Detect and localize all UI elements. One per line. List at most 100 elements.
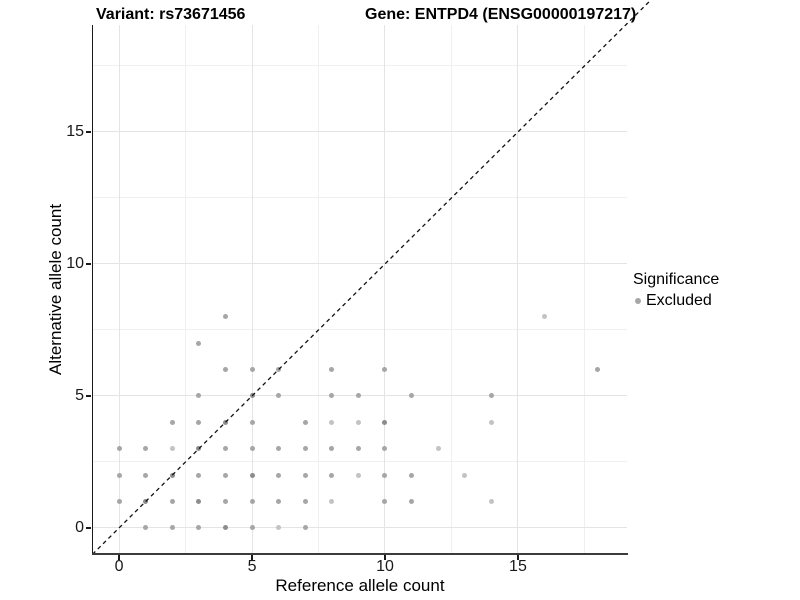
gridline-vertical <box>384 25 386 553</box>
gridline-vertical <box>318 25 319 553</box>
data-point <box>222 525 228 531</box>
identity-line <box>92 0 652 555</box>
data-point <box>488 499 494 505</box>
data-point <box>169 419 175 425</box>
data-point <box>355 472 361 478</box>
data-point <box>276 367 282 373</box>
data-point <box>143 499 149 505</box>
data-point <box>409 499 415 505</box>
data-point <box>196 525 202 531</box>
data-point <box>329 367 335 373</box>
x-axis-tick-label: 0 <box>114 558 124 575</box>
data-point <box>196 419 202 425</box>
gridline-horizontal <box>93 329 627 331</box>
data-point <box>382 499 388 505</box>
variant-title: Variant: rs73671456 <box>96 6 246 23</box>
data-point <box>276 393 282 399</box>
x-axis-tick <box>517 555 519 560</box>
gridline-vertical <box>251 25 253 553</box>
data-point <box>488 419 494 425</box>
data-point <box>196 499 202 505</box>
gridline-vertical <box>583 25 585 553</box>
data-point <box>169 472 175 478</box>
y-axis-tick <box>86 263 91 265</box>
gridline-vertical <box>118 25 120 553</box>
data-point <box>302 446 308 452</box>
data-point <box>488 393 494 399</box>
data-point <box>435 446 441 452</box>
data-point <box>595 367 601 373</box>
data-point <box>249 419 255 425</box>
data-point <box>196 472 202 478</box>
data-point <box>116 499 122 505</box>
data-point <box>302 419 308 425</box>
data-point <box>222 499 228 505</box>
data-point <box>409 393 415 399</box>
x-axis-line <box>91 553 628 555</box>
data-point <box>249 446 255 452</box>
data-point <box>143 446 149 452</box>
data-point <box>249 367 255 373</box>
y-axis-tick-label: 5 <box>75 386 84 404</box>
data-point <box>329 499 335 505</box>
data-point <box>222 419 228 425</box>
y-axis-tick-label: 0 <box>75 518 84 536</box>
legend-item-label: Excluded <box>646 292 712 309</box>
gridline-vertical <box>517 25 519 553</box>
data-point <box>276 472 282 478</box>
data-point <box>382 367 388 373</box>
data-point <box>355 446 361 452</box>
data-point <box>169 499 175 505</box>
y-axis-tick-label: 15 <box>66 122 84 140</box>
x-axis-tick-label: 10 <box>376 558 394 575</box>
x-axis-tick <box>384 555 386 560</box>
x-axis-tick-label: 5 <box>247 558 257 575</box>
plot-panel <box>92 0 652 555</box>
x-axis-tick <box>251 555 253 560</box>
data-point <box>382 446 388 452</box>
x-axis-tick <box>118 555 120 560</box>
data-point <box>276 446 282 452</box>
data-point <box>276 499 282 505</box>
gridline-horizontal <box>93 527 627 529</box>
data-point <box>249 525 255 531</box>
y-axis-tick <box>86 131 91 133</box>
data-point <box>382 472 388 478</box>
gene-title: Gene: ENTPD4 (ENSG00000197217) <box>365 6 637 23</box>
data-point <box>196 446 202 452</box>
legend-item-excluded: Excluded <box>633 292 719 310</box>
data-point <box>329 446 335 452</box>
data-point <box>222 446 228 452</box>
data-point <box>196 393 202 399</box>
y-axis-tick <box>86 527 91 529</box>
y-axis-tick-label: 10 <box>66 254 84 272</box>
gridline-horizontal <box>93 197 627 199</box>
data-point <box>409 472 415 478</box>
x-axis-tick-label: 15 <box>509 558 527 575</box>
gridline-vertical <box>185 25 187 553</box>
data-point <box>222 367 228 373</box>
data-point <box>143 525 149 531</box>
data-point <box>542 314 548 320</box>
data-point <box>169 446 175 452</box>
data-point <box>116 472 122 478</box>
data-point <box>462 472 468 478</box>
excluded-point-swatch-icon <box>635 298 641 304</box>
data-point <box>382 419 388 425</box>
legend-title: Significance <box>633 271 720 288</box>
data-point <box>169 525 175 531</box>
data-point <box>302 472 308 478</box>
data-point <box>249 393 255 399</box>
x-axis-title: Reference allele count <box>275 576 445 595</box>
y-axis-line <box>91 25 93 555</box>
data-point <box>329 393 335 399</box>
data-point <box>249 472 255 478</box>
gridline-horizontal <box>93 65 627 67</box>
data-point <box>116 446 122 452</box>
gridline-vertical <box>450 25 452 553</box>
legend: Significance Excluded <box>633 271 719 310</box>
data-point <box>329 472 335 478</box>
data-point <box>196 340 202 346</box>
gridline-horizontal <box>93 131 627 133</box>
